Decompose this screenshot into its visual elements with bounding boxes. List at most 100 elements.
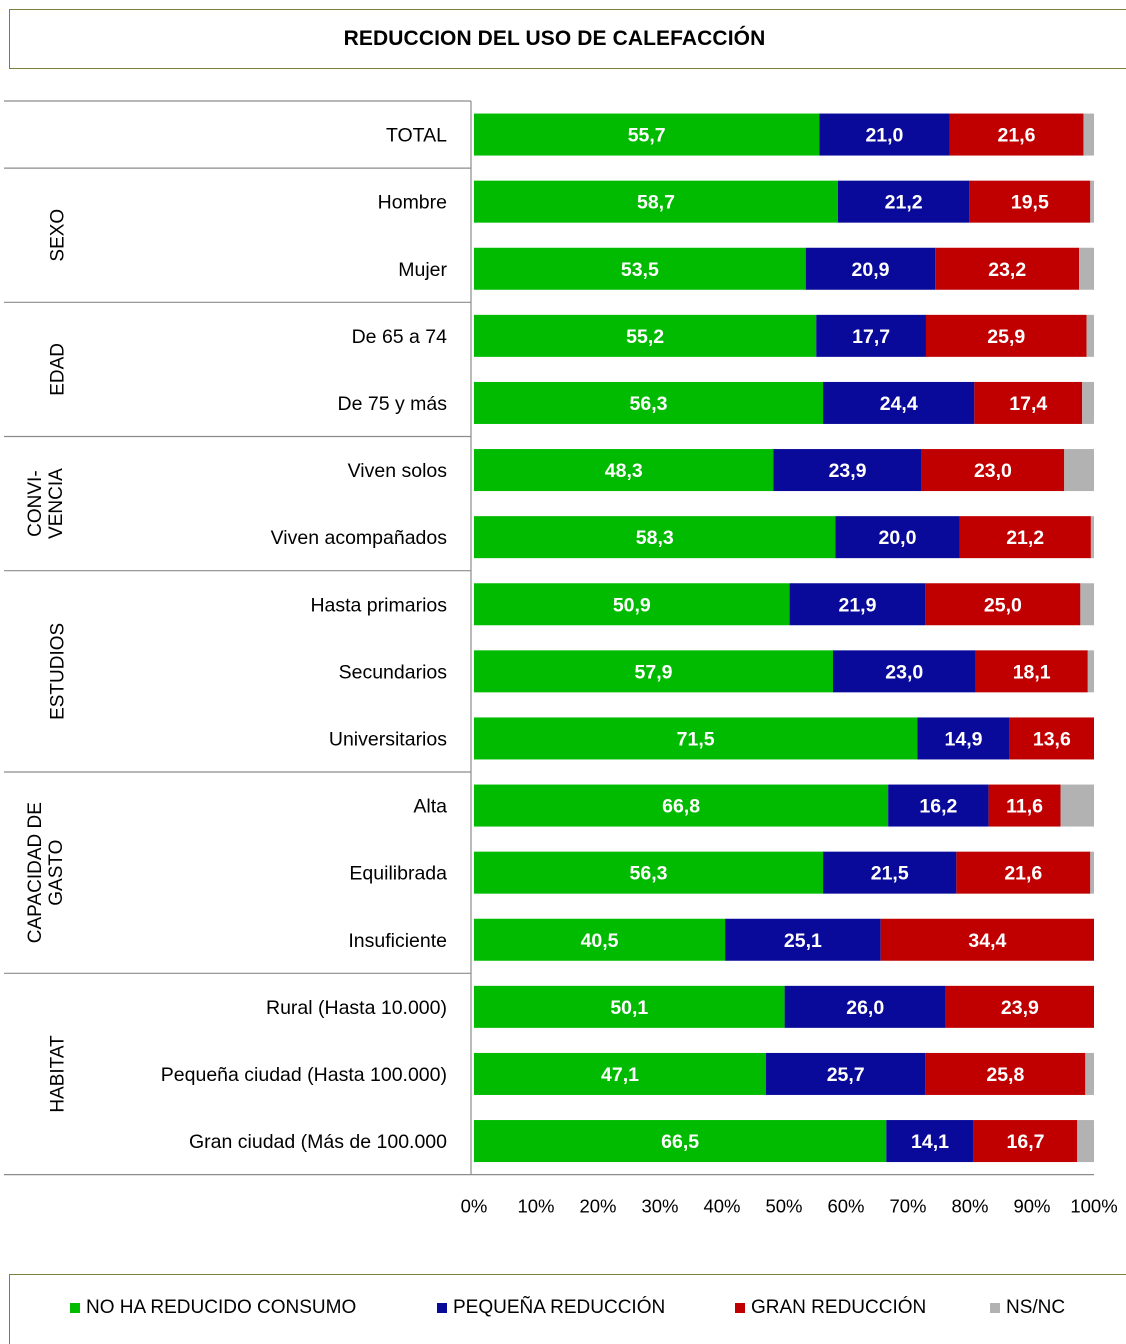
x-tick-label: 100% (1070, 1196, 1117, 1217)
group-label: CONVI-VENCIA (25, 468, 67, 539)
chart-title-box: REDUCCION DEL USO DE CALEFACCIÓN (9, 9, 1126, 69)
bar-segment (1009, 717, 1094, 760)
data-label: 25,1 (784, 930, 822, 952)
bar-segment (474, 381, 824, 424)
legend-item-large-reduction: GRAN REDUCCIÓN (735, 1297, 926, 1319)
bar-segment (988, 784, 1061, 827)
category-label: De 65 a 74 (352, 326, 448, 348)
bar-segment (886, 1120, 974, 1163)
bar-segment (474, 784, 889, 827)
stacked-bar-chart: SEXO EDAD CONVI-VENCIA ESTUDIOS CAPACIDAD DE… (4, 100, 1118, 1217)
data-label: 24,4 (880, 393, 918, 415)
bar-segment (474, 918, 726, 961)
x-tick-label: 20% (579, 1196, 616, 1217)
bar-segment (789, 583, 926, 626)
bar-segment (974, 381, 1083, 424)
data-label: 71,5 (677, 728, 715, 750)
bar-segment (1083, 113, 1094, 156)
bar-segment (1060, 784, 1094, 827)
data-label: 17,7 (852, 326, 890, 348)
category-label: Insuficiente (348, 930, 447, 952)
category-label: Viven acompañados (271, 527, 448, 549)
bar-segment (1090, 516, 1094, 559)
x-tick-label: 10% (517, 1196, 554, 1217)
data-label: 50,1 (610, 997, 648, 1019)
bar-segment (925, 1052, 1086, 1095)
bar-segment (816, 314, 926, 357)
data-label: 66,8 (662, 796, 700, 818)
bar-segment (474, 449, 774, 492)
bar-segment (949, 113, 1084, 156)
bar-segment (1090, 180, 1094, 223)
bar-segment (819, 113, 950, 156)
data-label: 11,6 (1006, 796, 1043, 818)
data-label: 23,0 (885, 661, 923, 683)
category-label: Universitarios (329, 728, 447, 750)
data-label: 58,7 (637, 192, 675, 214)
data-label: 55,7 (628, 125, 666, 147)
category-label: TOTAL (386, 125, 447, 147)
data-label: 50,9 (613, 594, 651, 616)
x-tick-label: 40% (703, 1196, 740, 1217)
bar-segment (1086, 314, 1094, 357)
legend-swatch-blue (437, 1303, 447, 1313)
data-label: 21,2 (1006, 527, 1044, 549)
bar-segment (1090, 851, 1094, 894)
bar-segment (1077, 1120, 1094, 1163)
bar-segment (766, 1052, 926, 1095)
chart-title: REDUCCION DEL USO DE CALEFACCIÓN (343, 27, 766, 50)
data-label: 14,1 (911, 1131, 949, 1153)
legend-swatch-red (735, 1303, 745, 1313)
legend-label: NS/NC (1006, 1297, 1066, 1318)
bar-segment (1082, 381, 1094, 424)
data-label: 25,7 (827, 1064, 865, 1086)
bar-segment (474, 1052, 767, 1095)
bar-segment (474, 650, 833, 693)
bar-segment (474, 516, 836, 559)
bar-segment (956, 851, 1091, 894)
bar-segment (880, 918, 1094, 961)
legend: NO HA REDUCIDO CONSUMO PEQUEÑA REDUCCIÓN… (9, 1274, 1126, 1344)
data-label: 34,4 (968, 930, 1006, 952)
bar-segment (725, 918, 881, 961)
data-label: 20,0 (878, 527, 916, 549)
bar-segment (969, 180, 1091, 223)
bar-segment (837, 180, 970, 223)
x-tick-label: 70% (889, 1196, 926, 1217)
bar-segment (925, 583, 1081, 626)
data-label: 40,5 (581, 930, 619, 952)
bar-segment (773, 449, 922, 492)
legend-item-no-reduction: NO HA REDUCIDO CONSUMO (70, 1297, 356, 1319)
bar-segment (935, 247, 1080, 290)
data-label: 21,0 (865, 125, 903, 147)
x-tick-label: 90% (1013, 1196, 1050, 1217)
category-label: Alta (413, 796, 447, 818)
data-label: 23,9 (829, 460, 867, 482)
category-label: Pequeña ciudad (Hasta 100.000) (161, 1064, 447, 1086)
group-label: HABITAT (48, 1035, 69, 1113)
x-tick-label: 30% (641, 1196, 678, 1217)
bar-segment (474, 180, 838, 223)
data-label: 17,4 (1009, 393, 1047, 415)
bar-segment (832, 650, 976, 693)
category-label: Hasta primarios (310, 594, 447, 616)
x-tick-label: 0% (461, 1196, 488, 1217)
group-label: ESTUDIOS (48, 623, 69, 720)
data-label: 23,0 (974, 460, 1012, 482)
bar-segment (1087, 650, 1094, 693)
data-label: 21,9 (838, 594, 876, 616)
data-label: 19,5 (1011, 192, 1049, 214)
data-label: 16,7 (1007, 1131, 1045, 1153)
bar-segment (945, 985, 1094, 1028)
group-label: EDAD (48, 343, 69, 396)
data-label: 48,3 (605, 460, 643, 482)
legend-swatch-green (70, 1303, 80, 1313)
data-label: 47,1 (601, 1064, 639, 1086)
data-label: 26,0 (846, 997, 884, 1019)
category-label: Viven solos (348, 460, 448, 482)
legend-label: PEQUEÑA REDUCCIÓN (453, 1297, 666, 1318)
bar-segment (1080, 583, 1094, 626)
bar-segment (805, 247, 936, 290)
bar-segment (474, 583, 790, 626)
data-label: 16,2 (919, 796, 957, 818)
